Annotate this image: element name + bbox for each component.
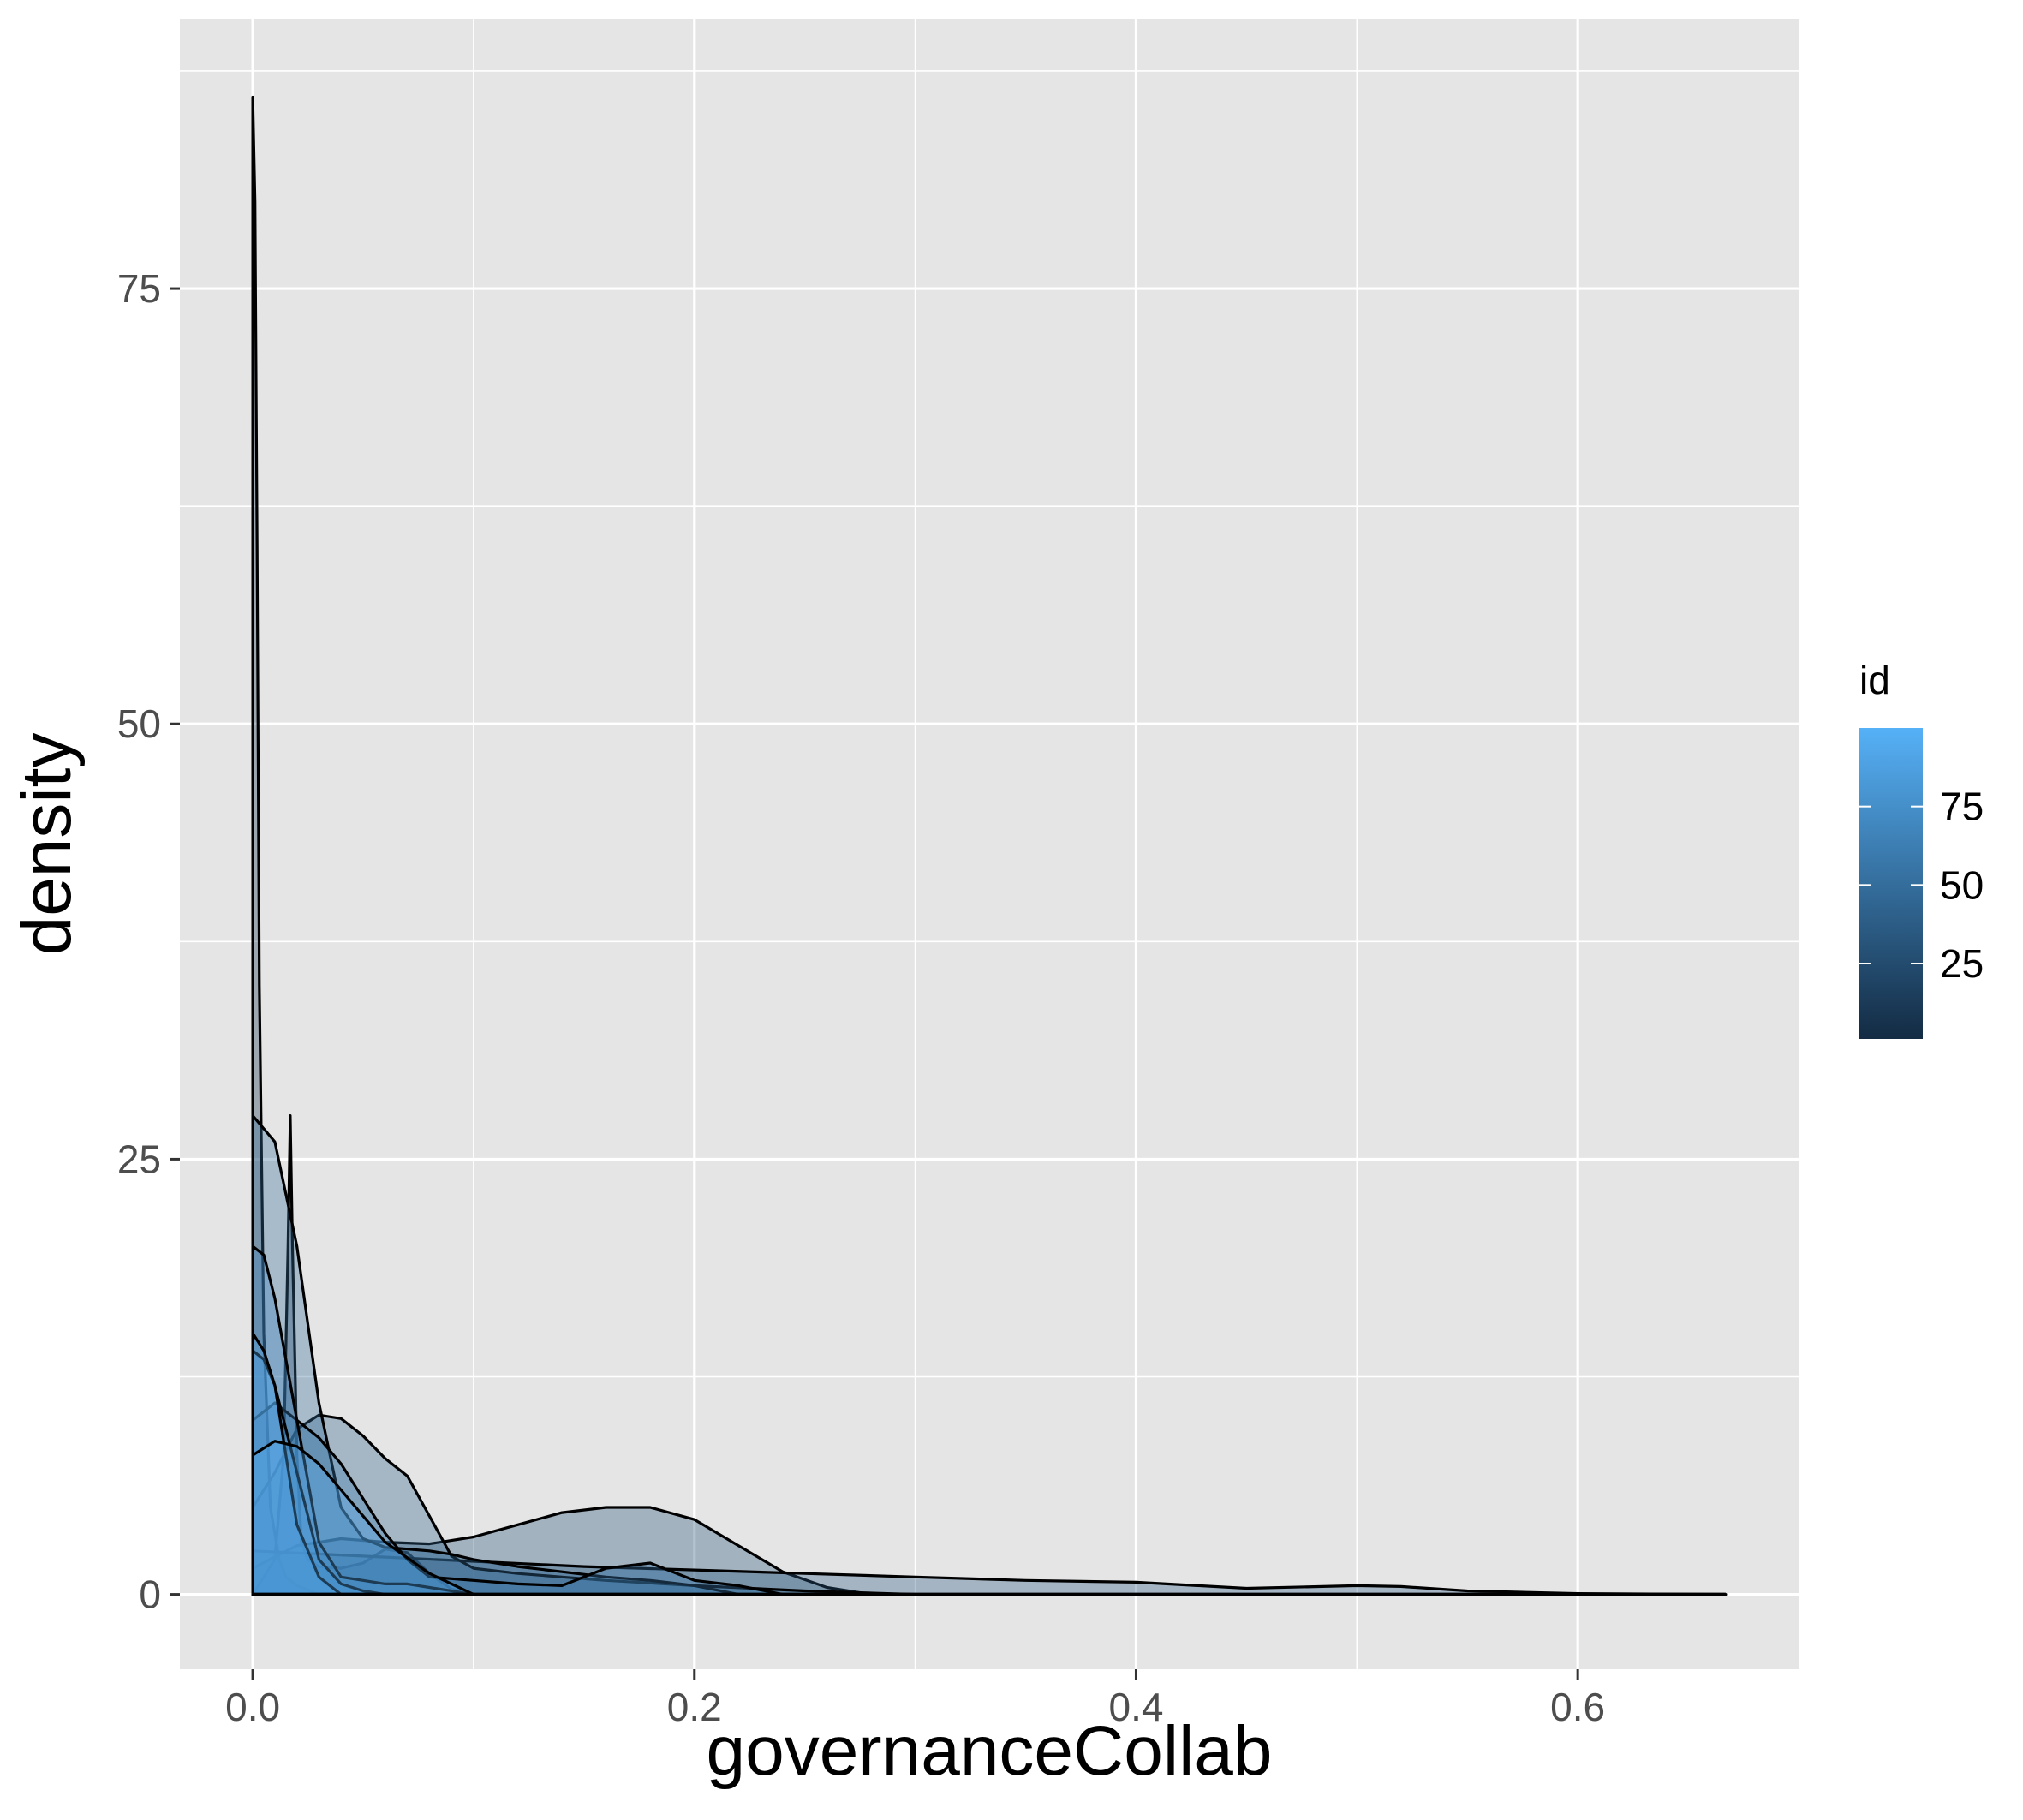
density-series-30	[251, 1506, 873, 1596]
y-axis-title: density	[8, 733, 86, 956]
y-tick-label: 0	[139, 1572, 161, 1617]
legend-ticks: 25 50 75	[1859, 785, 1984, 986]
density-series-90	[251, 1332, 343, 1596]
legend-colorbar	[1859, 728, 1923, 1039]
grid-minor	[180, 19, 1799, 1669]
y-axis: 0 25 50 75	[117, 266, 180, 1617]
density-series-80	[251, 1349, 387, 1596]
x-tick-label: 0.0	[225, 1685, 280, 1729]
density-series-70	[251, 1244, 475, 1596]
legend-title: id	[1859, 658, 1890, 702]
y-tick-label: 25	[117, 1137, 161, 1181]
x-tick-label: 0.6	[1550, 1685, 1605, 1729]
plot-panel	[180, 19, 1799, 1669]
density-series	[251, 95, 1728, 1596]
x-tick-label: 0.2	[667, 1685, 722, 1729]
y-tick-label: 50	[117, 701, 161, 746]
density-series-5	[251, 95, 320, 1596]
density-series-50	[251, 1114, 740, 1596]
x-tick-label: 0.4	[1108, 1685, 1163, 1729]
density-series-95	[251, 1440, 475, 1596]
legend-label: 25	[1940, 941, 1984, 986]
legend-label: 50	[1940, 862, 1984, 907]
density-series-35	[251, 1549, 1728, 1596]
legend: id 25 50 75	[1859, 658, 1984, 1039]
x-axis: 0.0 0.2 0.4 0.6	[225, 1669, 1605, 1729]
y-tick-label: 75	[117, 266, 161, 311]
legend-label: 75	[1940, 785, 1984, 829]
x-axis-title: governanceCollab	[706, 1712, 1272, 1790]
